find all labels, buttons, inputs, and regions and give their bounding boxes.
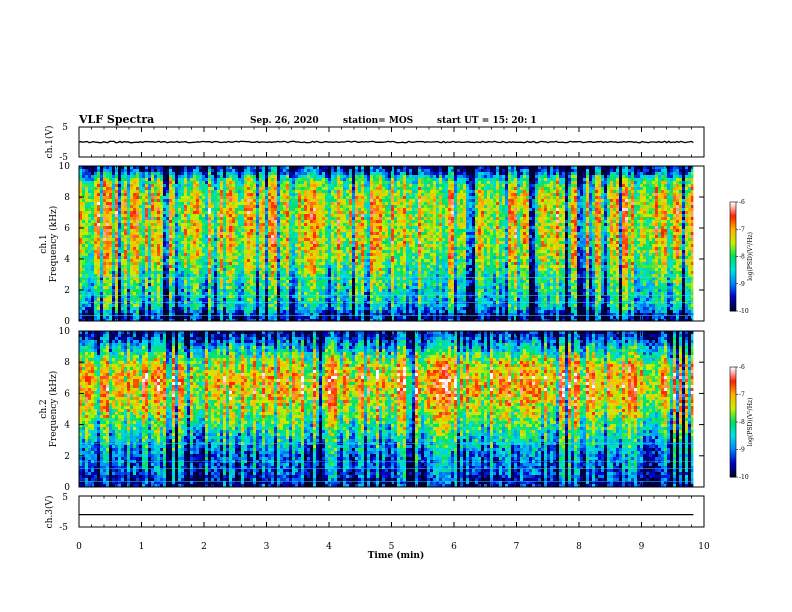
ch1-ytick-bottom: -5 xyxy=(59,153,68,163)
freq-tick-label: 2 xyxy=(64,452,70,462)
freq-tick-label: 6 xyxy=(64,224,70,234)
ch2-freq-ticks: 0 2 4 6 8 10 xyxy=(59,327,704,493)
time-tick-label: 4 xyxy=(326,542,332,552)
time-tick-label: 5 xyxy=(389,542,395,552)
ch1-ytick-top: 5 xyxy=(62,123,68,133)
ch2-spectrogram-panel: 0 2 4 6 8 10 ch.2Frequency (kHz) -6 -7 -8 -9 -10 l… xyxy=(39,327,754,493)
start-time-label: start UT = 15: 20: 1 xyxy=(437,116,537,126)
freq-tick-label: 6 xyxy=(64,389,70,399)
ch3-voltage-ylabel: ch.3(V) xyxy=(44,496,55,529)
ch2-channel-label: ch.2Frequency (kHz) xyxy=(39,371,59,448)
colorbar-tick-label: -10 xyxy=(739,474,749,481)
time-tick-label: 9 xyxy=(639,542,645,552)
ch1-spectrogram-heatmap xyxy=(79,166,694,321)
time-tick-label: 3 xyxy=(264,542,270,552)
ch1-voltage-trace xyxy=(78,140,694,144)
time-tick-label: 0 xyxy=(76,542,82,552)
voltage-line xyxy=(78,140,694,144)
colorbar-tick-label: -6 xyxy=(739,199,745,206)
ch3-voltage-panel: 5 -5 ch.3(V) xyxy=(44,493,705,533)
ch3-ytick-top: 5 xyxy=(62,493,68,503)
figure-title: VLF Spectra xyxy=(78,113,154,126)
time-tick-label: 10 xyxy=(698,542,710,552)
ch1-freq-ticks: 0 2 4 6 8 10 xyxy=(59,162,704,327)
colorbar-tick-label: -7 xyxy=(739,226,745,233)
time-axis: 0 1 2 3 4 5 6 7 8 9 10 xyxy=(76,127,710,552)
colorbar-tick-label: -7 xyxy=(739,392,745,399)
ch1-spectrogram-panel: 0 2 4 6 8 10 ch.1Frequency (kHz) -6 -7 -8 -9 -10 l… xyxy=(39,162,754,327)
time-axis-label: Time (min) xyxy=(368,550,425,561)
time-tick-label: 1 xyxy=(139,542,145,552)
colorbar-tick-label: -8 xyxy=(739,419,745,426)
ch3-ytick-bottom: -5 xyxy=(59,523,68,533)
colorbar-tick-label: -8 xyxy=(739,254,745,261)
colorbar-tick-label: -10 xyxy=(739,308,749,315)
freq-tick-label: 4 xyxy=(64,421,70,431)
ch1-voltage-panel: 5 -5 ch.1(V) xyxy=(44,123,705,163)
ch2-spectrogram-heatmap xyxy=(79,331,694,487)
ch1-channel-label: ch.1Frequency (kHz) xyxy=(39,206,59,283)
colorbar-label: log(PSD)(V²/Hz) xyxy=(747,232,754,281)
freq-tick-label: 8 xyxy=(64,193,70,203)
freq-tick-label: 4 xyxy=(64,255,70,265)
freq-tick-label: 8 xyxy=(64,358,70,368)
freq-tick-label: 10 xyxy=(59,327,71,337)
ch2-colorbar: -6 -7 -8 -9 -10 log(PSD)(V²/Hz) xyxy=(729,364,754,481)
date-label: Sep. 26, 2020 xyxy=(250,116,319,126)
time-tick-label: 7 xyxy=(514,542,520,552)
freq-tick-label: 0 xyxy=(64,483,70,493)
station-label: station= MOS xyxy=(343,116,413,126)
colorbar-label: log(PSD)(V²/Hz) xyxy=(747,398,754,447)
colorbar-tick-label: -6 xyxy=(739,364,745,371)
time-tick-label: 2 xyxy=(201,542,207,552)
time-tick-label: 8 xyxy=(576,542,582,552)
freq-tick-label: 0 xyxy=(64,317,70,327)
ch1-colorbar: -6 -7 -8 -9 -10 log(PSD)(V²/Hz) xyxy=(729,199,754,315)
ch1-voltage-ylabel: ch.1(V) xyxy=(44,126,55,159)
time-tick-label: 6 xyxy=(451,542,457,552)
colorbar-tick-label: -9 xyxy=(739,281,745,288)
colorbar-tick-label: -9 xyxy=(739,447,745,454)
freq-tick-label: 2 xyxy=(64,286,70,296)
freq-tick-label: 10 xyxy=(59,162,71,172)
